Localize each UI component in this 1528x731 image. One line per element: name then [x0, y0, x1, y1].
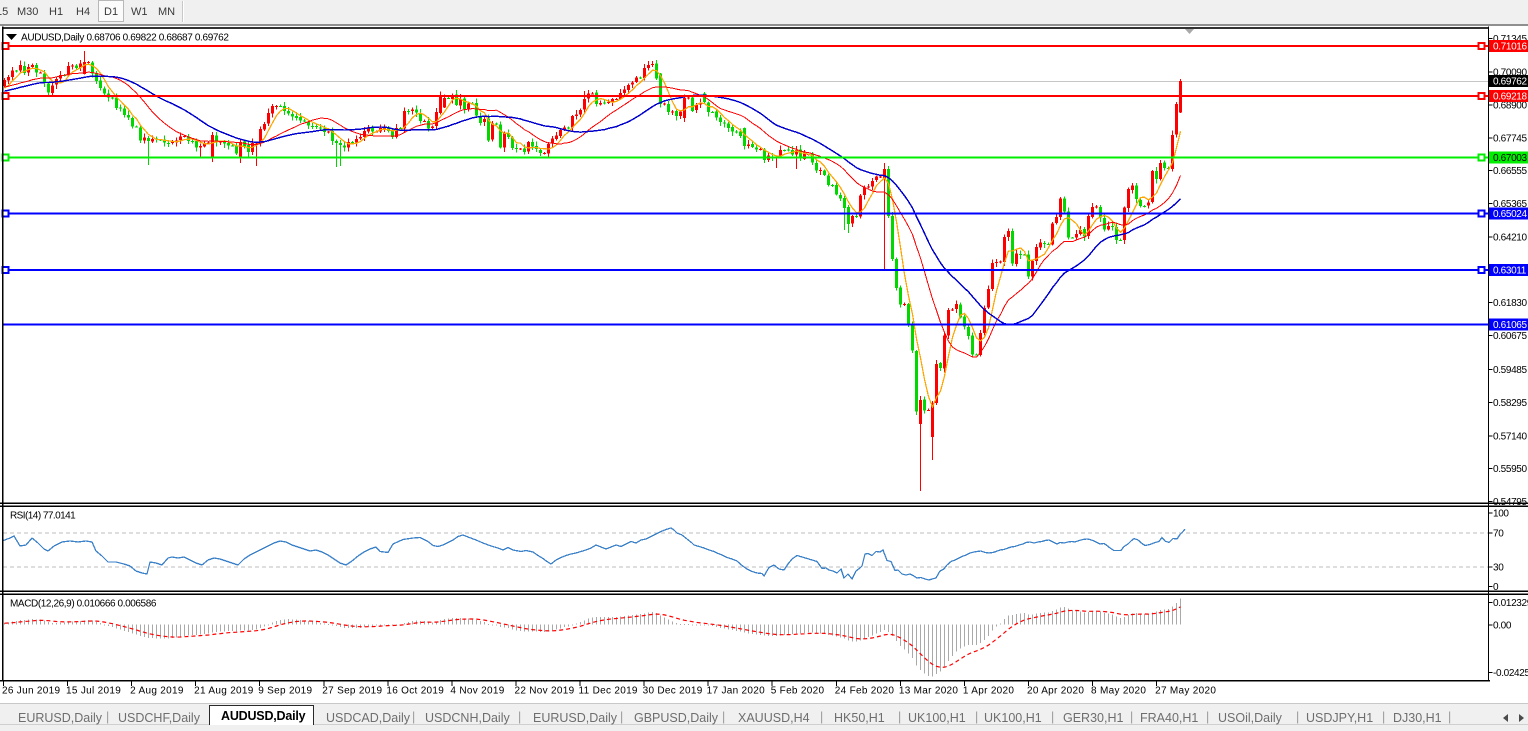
svg-text:0.71016: 0.71016: [1493, 42, 1527, 53]
svg-text:0.69218: 0.69218: [1493, 92, 1527, 103]
svg-text:15 Jul 2019: 15 Jul 2019: [66, 686, 121, 697]
svg-text:0.00: 0.00: [1493, 621, 1512, 632]
svg-text:RSI(14) 77.0141: RSI(14) 77.0141: [10, 511, 76, 522]
svg-text:0.59485: 0.59485: [1493, 365, 1527, 376]
svg-text:0.70090: 0.70090: [1493, 68, 1527, 79]
svg-text:0.68900: 0.68900: [1493, 101, 1527, 112]
svg-text:0.63011: 0.63011: [1493, 266, 1527, 277]
svg-text:30: 30: [1493, 563, 1504, 574]
svg-text:5 Feb 2020: 5 Feb 2020: [771, 686, 825, 697]
svg-text:0.64210: 0.64210: [1493, 233, 1527, 244]
svg-text:0.55950: 0.55950: [1493, 464, 1527, 475]
svg-text:100: 100: [1493, 509, 1509, 520]
svg-text:AUDUSD,Daily 0.68706 0.69822: AUDUSD,Daily 0.68706 0.69822 0.68687 0.6…: [21, 33, 229, 44]
svg-text:0.61830: 0.61830: [1493, 298, 1527, 309]
svg-text:0.61065: 0.61065: [1493, 320, 1527, 331]
svg-text:70: 70: [1493, 529, 1504, 540]
svg-text:4 Nov 2019: 4 Nov 2019: [450, 686, 504, 697]
svg-text:11 Dec 2019: 11 Dec 2019: [579, 686, 638, 697]
svg-text:0.69762: 0.69762: [1493, 77, 1527, 88]
svg-text:9 Sep 2019: 9 Sep 2019: [258, 686, 312, 697]
svg-text:0.67003: 0.67003: [1493, 153, 1527, 164]
svg-text:0.60675: 0.60675: [1493, 331, 1527, 342]
svg-text:20 Apr 2020: 20 Apr 2020: [1027, 686, 1084, 697]
svg-text:-0.024253: -0.024253: [1493, 668, 1528, 679]
svg-text:1 Apr 2020: 1 Apr 2020: [963, 686, 1015, 697]
svg-text:0.66555: 0.66555: [1493, 166, 1527, 177]
svg-text:0.67745: 0.67745: [1493, 134, 1527, 145]
svg-text:16 Oct 2019: 16 Oct 2019: [386, 686, 444, 697]
svg-text:27 May 2020: 27 May 2020: [1155, 686, 1216, 697]
svg-text:MACD(12,26,9) 0.010666 0.00658: MACD(12,26,9) 0.010666 0.006586: [10, 599, 157, 610]
svg-text:2 Aug 2019: 2 Aug 2019: [130, 686, 184, 697]
svg-text:0.58295: 0.58295: [1493, 398, 1527, 409]
svg-text:24 Feb 2020: 24 Feb 2020: [835, 686, 895, 697]
svg-text:0.54795: 0.54795: [1493, 497, 1527, 508]
svg-text:0.71345: 0.71345: [1493, 34, 1527, 45]
svg-text:0.57140: 0.57140: [1493, 432, 1527, 443]
svg-text:0: 0: [1493, 582, 1499, 593]
svg-text:26 Jun 2019: 26 Jun 2019: [2, 686, 60, 697]
svg-text:8 May 2020: 8 May 2020: [1091, 686, 1146, 697]
svg-text:0.65024: 0.65024: [1493, 209, 1527, 220]
svg-text:0.65365: 0.65365: [1493, 199, 1527, 210]
svg-text:17 Jan 2020: 17 Jan 2020: [707, 686, 765, 697]
svg-text:0.012329: 0.012329: [1493, 598, 1528, 609]
svg-text:22 Nov 2019: 22 Nov 2019: [514, 686, 574, 697]
svg-text:21 Aug 2019: 21 Aug 2019: [194, 686, 254, 697]
svg-text:13 Mar 2020: 13 Mar 2020: [899, 686, 959, 697]
svg-text:30 Dec 2019: 30 Dec 2019: [643, 686, 703, 697]
svg-text:27 Sep 2019: 27 Sep 2019: [322, 686, 382, 697]
